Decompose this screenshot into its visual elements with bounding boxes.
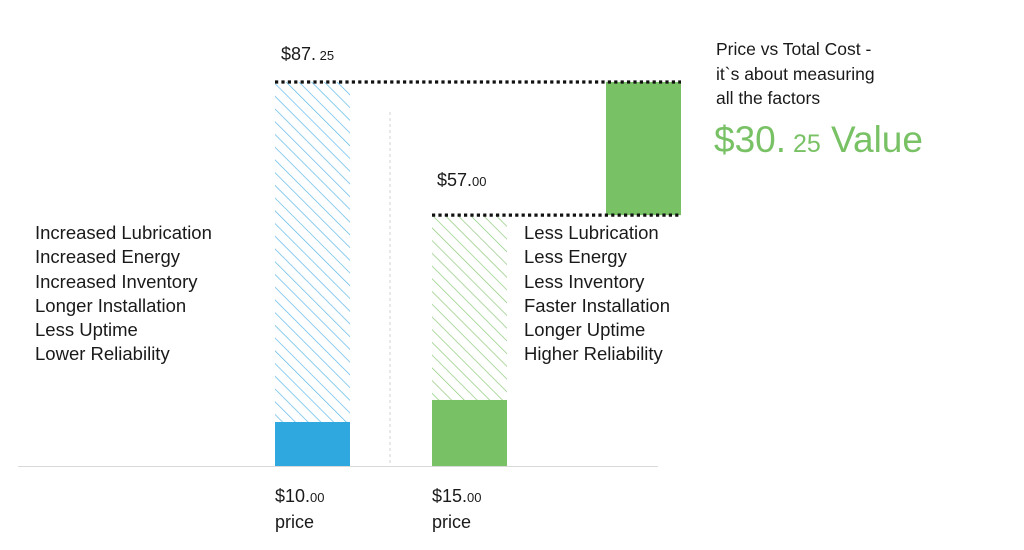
right-factor-item: Higher Reliability bbox=[524, 343, 663, 365]
right-factor-item: Less Inventory bbox=[524, 270, 645, 292]
right-factor-list: Less Lubrication Less Energy Less Invent… bbox=[524, 221, 670, 367]
price-label-second-cents: 00 bbox=[467, 490, 482, 505]
bar-price-first bbox=[275, 421, 350, 466]
price-label-first-word: price bbox=[275, 512, 315, 532]
left-factor-item: Increased Lubrication bbox=[35, 222, 212, 243]
left-factor-item: Lower Reliability bbox=[35, 343, 170, 365]
total-cost-label-first-main: $87. bbox=[281, 44, 317, 64]
total-cost-label-second-cents: 00 bbox=[472, 174, 487, 189]
value-callout-whole: $30. bbox=[714, 119, 787, 160]
headline: Price vs Total Cost - it`s about measuri… bbox=[716, 37, 875, 111]
total-cost-label-first-cents: 25 bbox=[316, 48, 335, 63]
bar-total-cost-first bbox=[275, 82, 350, 466]
right-factor-item: Less Lubrication bbox=[524, 222, 659, 243]
price-label-second-word: price bbox=[432, 512, 472, 532]
headline-line: it`s about measuring bbox=[716, 63, 875, 84]
left-factor-item: Increased Energy bbox=[35, 246, 181, 268]
price-label-second: $15.00 price bbox=[432, 484, 482, 534]
value-callout: $30. 25 Value bbox=[714, 119, 923, 161]
headline-line: Price vs Total Cost - bbox=[716, 39, 872, 59]
left-factor-item: Longer Installation bbox=[35, 294, 187, 316]
total-cost-label-second: $57.00 bbox=[437, 170, 487, 191]
price-label-first-cents: 00 bbox=[310, 490, 325, 505]
headline-line: all the factors bbox=[716, 88, 821, 108]
right-factor-item: Less Energy bbox=[524, 246, 627, 268]
left-factor-list: Increased Lubrication Increased Energy I… bbox=[35, 221, 212, 367]
right-factor-item: Faster Installation bbox=[524, 294, 671, 316]
price-label-first-main: $10. bbox=[275, 486, 311, 506]
bar-price-second bbox=[432, 399, 507, 466]
bar-value-difference bbox=[606, 82, 681, 216]
value-callout-cents: 25 bbox=[786, 130, 821, 158]
total-cost-label-first: $87. 25 bbox=[281, 44, 334, 65]
right-factor-item: Longer Uptime bbox=[524, 319, 646, 341]
value-callout-suffix: Value bbox=[820, 119, 923, 160]
total-cost-label-second-main: $57. bbox=[437, 170, 473, 190]
left-factor-item: Less Uptime bbox=[35, 319, 138, 341]
price-label-first: $10.00 price bbox=[275, 484, 325, 534]
left-factor-item: Increased Inventory bbox=[35, 270, 198, 292]
price-label-second-main: $15. bbox=[432, 486, 468, 506]
